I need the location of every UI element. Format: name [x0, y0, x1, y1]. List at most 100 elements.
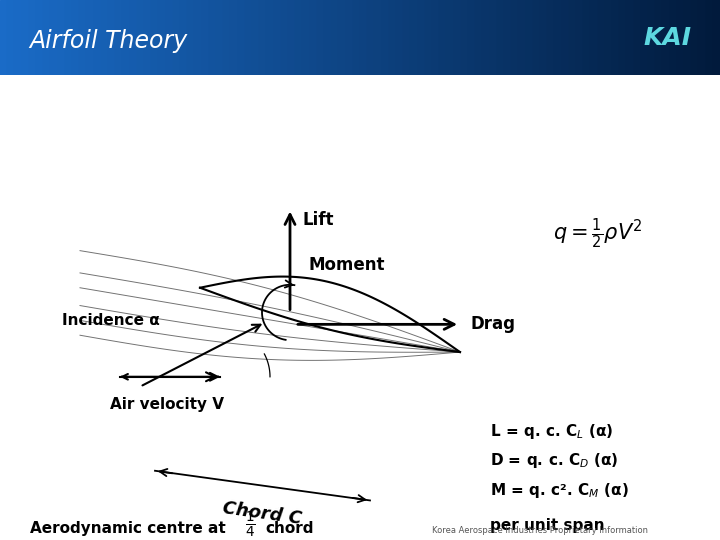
Bar: [338, 0, 347, 75]
Bar: [158, 0, 167, 75]
Bar: [108, 0, 117, 75]
Bar: [79, 0, 88, 75]
Bar: [432, 0, 441, 75]
Bar: [677, 0, 685, 75]
Bar: [122, 0, 131, 75]
Text: Korea Aerospace Industries Proprietary Information: Korea Aerospace Industries Proprietary I…: [432, 526, 648, 535]
Bar: [166, 0, 174, 75]
Text: Air velocity V: Air velocity V: [110, 396, 224, 411]
Bar: [216, 0, 225, 75]
Bar: [288, 0, 297, 75]
Bar: [144, 0, 153, 75]
Bar: [533, 0, 541, 75]
Bar: [274, 0, 282, 75]
Bar: [324, 0, 333, 75]
Bar: [223, 0, 232, 75]
Bar: [252, 0, 261, 75]
Bar: [655, 0, 664, 75]
Text: Airfoil Theory: Airfoil Theory: [29, 29, 187, 53]
Bar: [209, 0, 217, 75]
Bar: [662, 0, 671, 75]
Bar: [410, 0, 419, 75]
Bar: [36, 0, 45, 75]
Bar: [518, 0, 527, 75]
Bar: [468, 0, 477, 75]
Bar: [446, 0, 455, 75]
Bar: [115, 0, 124, 75]
Bar: [598, 0, 606, 75]
Bar: [367, 0, 376, 75]
Text: Aerodynamic centre at: Aerodynamic centre at: [30, 521, 226, 536]
Bar: [331, 0, 340, 75]
Bar: [346, 0, 354, 75]
Bar: [374, 0, 383, 75]
Bar: [72, 0, 81, 75]
Bar: [353, 0, 361, 75]
Bar: [230, 0, 239, 75]
Bar: [497, 0, 505, 75]
Text: Lift: Lift: [302, 212, 333, 230]
Bar: [634, 0, 642, 75]
Bar: [50, 0, 59, 75]
Bar: [475, 0, 484, 75]
Text: per unit span: per unit span: [490, 518, 605, 532]
Bar: [490, 0, 498, 75]
Bar: [360, 0, 369, 75]
Bar: [605, 0, 613, 75]
Bar: [425, 0, 433, 75]
Bar: [151, 0, 160, 75]
Bar: [504, 0, 513, 75]
Bar: [684, 0, 693, 75]
Bar: [698, 0, 707, 75]
Bar: [310, 0, 318, 75]
Bar: [94, 0, 102, 75]
Bar: [713, 0, 720, 75]
Bar: [259, 0, 268, 75]
Bar: [295, 0, 304, 75]
Bar: [461, 0, 469, 75]
Bar: [22, 0, 30, 75]
Bar: [569, 0, 577, 75]
Bar: [180, 0, 189, 75]
Bar: [29, 0, 37, 75]
Bar: [670, 0, 678, 75]
Bar: [317, 0, 325, 75]
Bar: [482, 0, 491, 75]
Bar: [266, 0, 275, 75]
Bar: [396, 0, 405, 75]
Text: KAI: KAI: [643, 25, 691, 50]
Bar: [245, 0, 253, 75]
Text: chord: chord: [265, 521, 313, 536]
Bar: [238, 0, 246, 75]
Bar: [691, 0, 700, 75]
Text: Moment: Moment: [308, 256, 384, 274]
Bar: [439, 0, 448, 75]
Bar: [547, 0, 556, 75]
Bar: [511, 0, 520, 75]
Bar: [101, 0, 109, 75]
Bar: [526, 0, 534, 75]
Bar: [641, 0, 649, 75]
Text: L = q. c. C$_L$ (α): L = q. c. C$_L$ (α): [490, 422, 613, 441]
Bar: [7, 0, 16, 75]
Bar: [187, 0, 196, 75]
Bar: [58, 0, 66, 75]
Bar: [583, 0, 592, 75]
Text: $\frac{1}{4}$: $\frac{1}{4}$: [245, 510, 256, 540]
Bar: [418, 0, 426, 75]
Text: Drag: Drag: [470, 315, 515, 333]
Bar: [0, 0, 9, 75]
Bar: [130, 0, 138, 75]
Bar: [706, 0, 714, 75]
Bar: [626, 0, 635, 75]
Bar: [194, 0, 203, 75]
Text: $q = \frac{1}{2}\rho V^2$: $q = \frac{1}{2}\rho V^2$: [553, 216, 643, 251]
Bar: [454, 0, 462, 75]
Bar: [619, 0, 628, 75]
Bar: [281, 0, 289, 75]
Bar: [137, 0, 145, 75]
Bar: [14, 0, 23, 75]
Bar: [554, 0, 563, 75]
Bar: [86, 0, 95, 75]
Bar: [302, 0, 311, 75]
